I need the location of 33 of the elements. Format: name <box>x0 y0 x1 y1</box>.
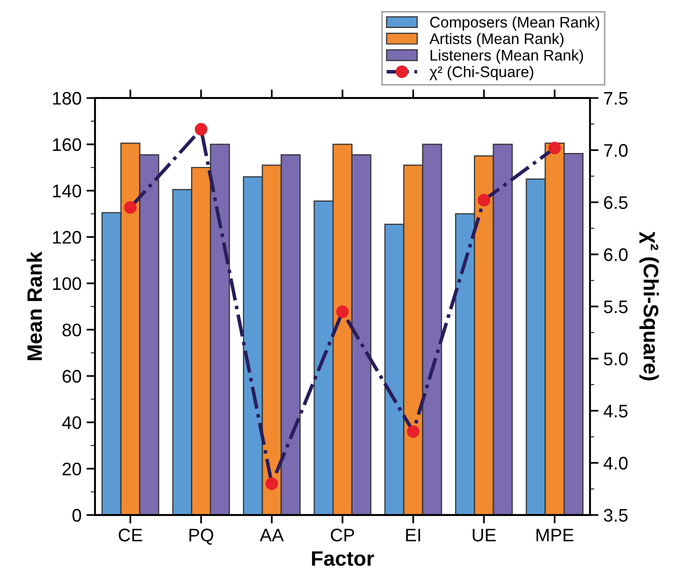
legend-label: Listeners (Mean Rank) <box>430 49 583 64</box>
y2-axis-title: χ² (Chi-Square) <box>639 232 659 380</box>
y2-tick-label: 5.0 <box>604 352 628 366</box>
y-tick-label: 40 <box>62 416 82 430</box>
y-tick-label: 20 <box>62 462 82 476</box>
y2-tick-label: 4.0 <box>604 456 628 470</box>
y2-tick-label: 6.5 <box>604 196 628 209</box>
y-tick-label: 180 <box>53 92 82 105</box>
legend-label: Artists (Mean Rank) <box>429 32 564 48</box>
x-axis-title: Factor <box>312 551 374 566</box>
y-tick-label: 60 <box>62 370 82 383</box>
legend-label: Composers (Mean Rank) <box>430 16 600 31</box>
y2-tick-label: 3.5 <box>604 508 628 522</box>
legend-label: χ² (Chi-Square) <box>430 66 534 80</box>
x-tick-label: AA <box>260 528 284 542</box>
x-tick-label: PQ <box>190 528 214 545</box>
y-tick-label: 140 <box>53 184 82 198</box>
y-tick-label: 0 <box>72 508 82 522</box>
y-tick-label: 80 <box>62 324 82 336</box>
y-tick-label: 120 <box>53 230 82 244</box>
y2-tick-label: 4.5 <box>604 404 628 418</box>
y-tick-label: 160 <box>53 138 82 152</box>
x-tick-label: EI <box>406 528 420 542</box>
x-tick-label: UE <box>472 528 496 542</box>
y-tick-label: 100 <box>53 277 82 290</box>
y2-tick-label: 7.0 <box>604 144 628 157</box>
x-tick-label: CP <box>330 528 354 542</box>
x-tick-label: MPE <box>536 528 574 542</box>
x-tick-label: CE <box>118 528 142 542</box>
y2-tick-label: 5.5 <box>604 300 628 314</box>
y2-tick-label: 6.0 <box>604 248 628 262</box>
y2-tick-label: 7.5 <box>604 92 628 105</box>
y-axis-title: Mean Rank <box>26 251 42 360</box>
